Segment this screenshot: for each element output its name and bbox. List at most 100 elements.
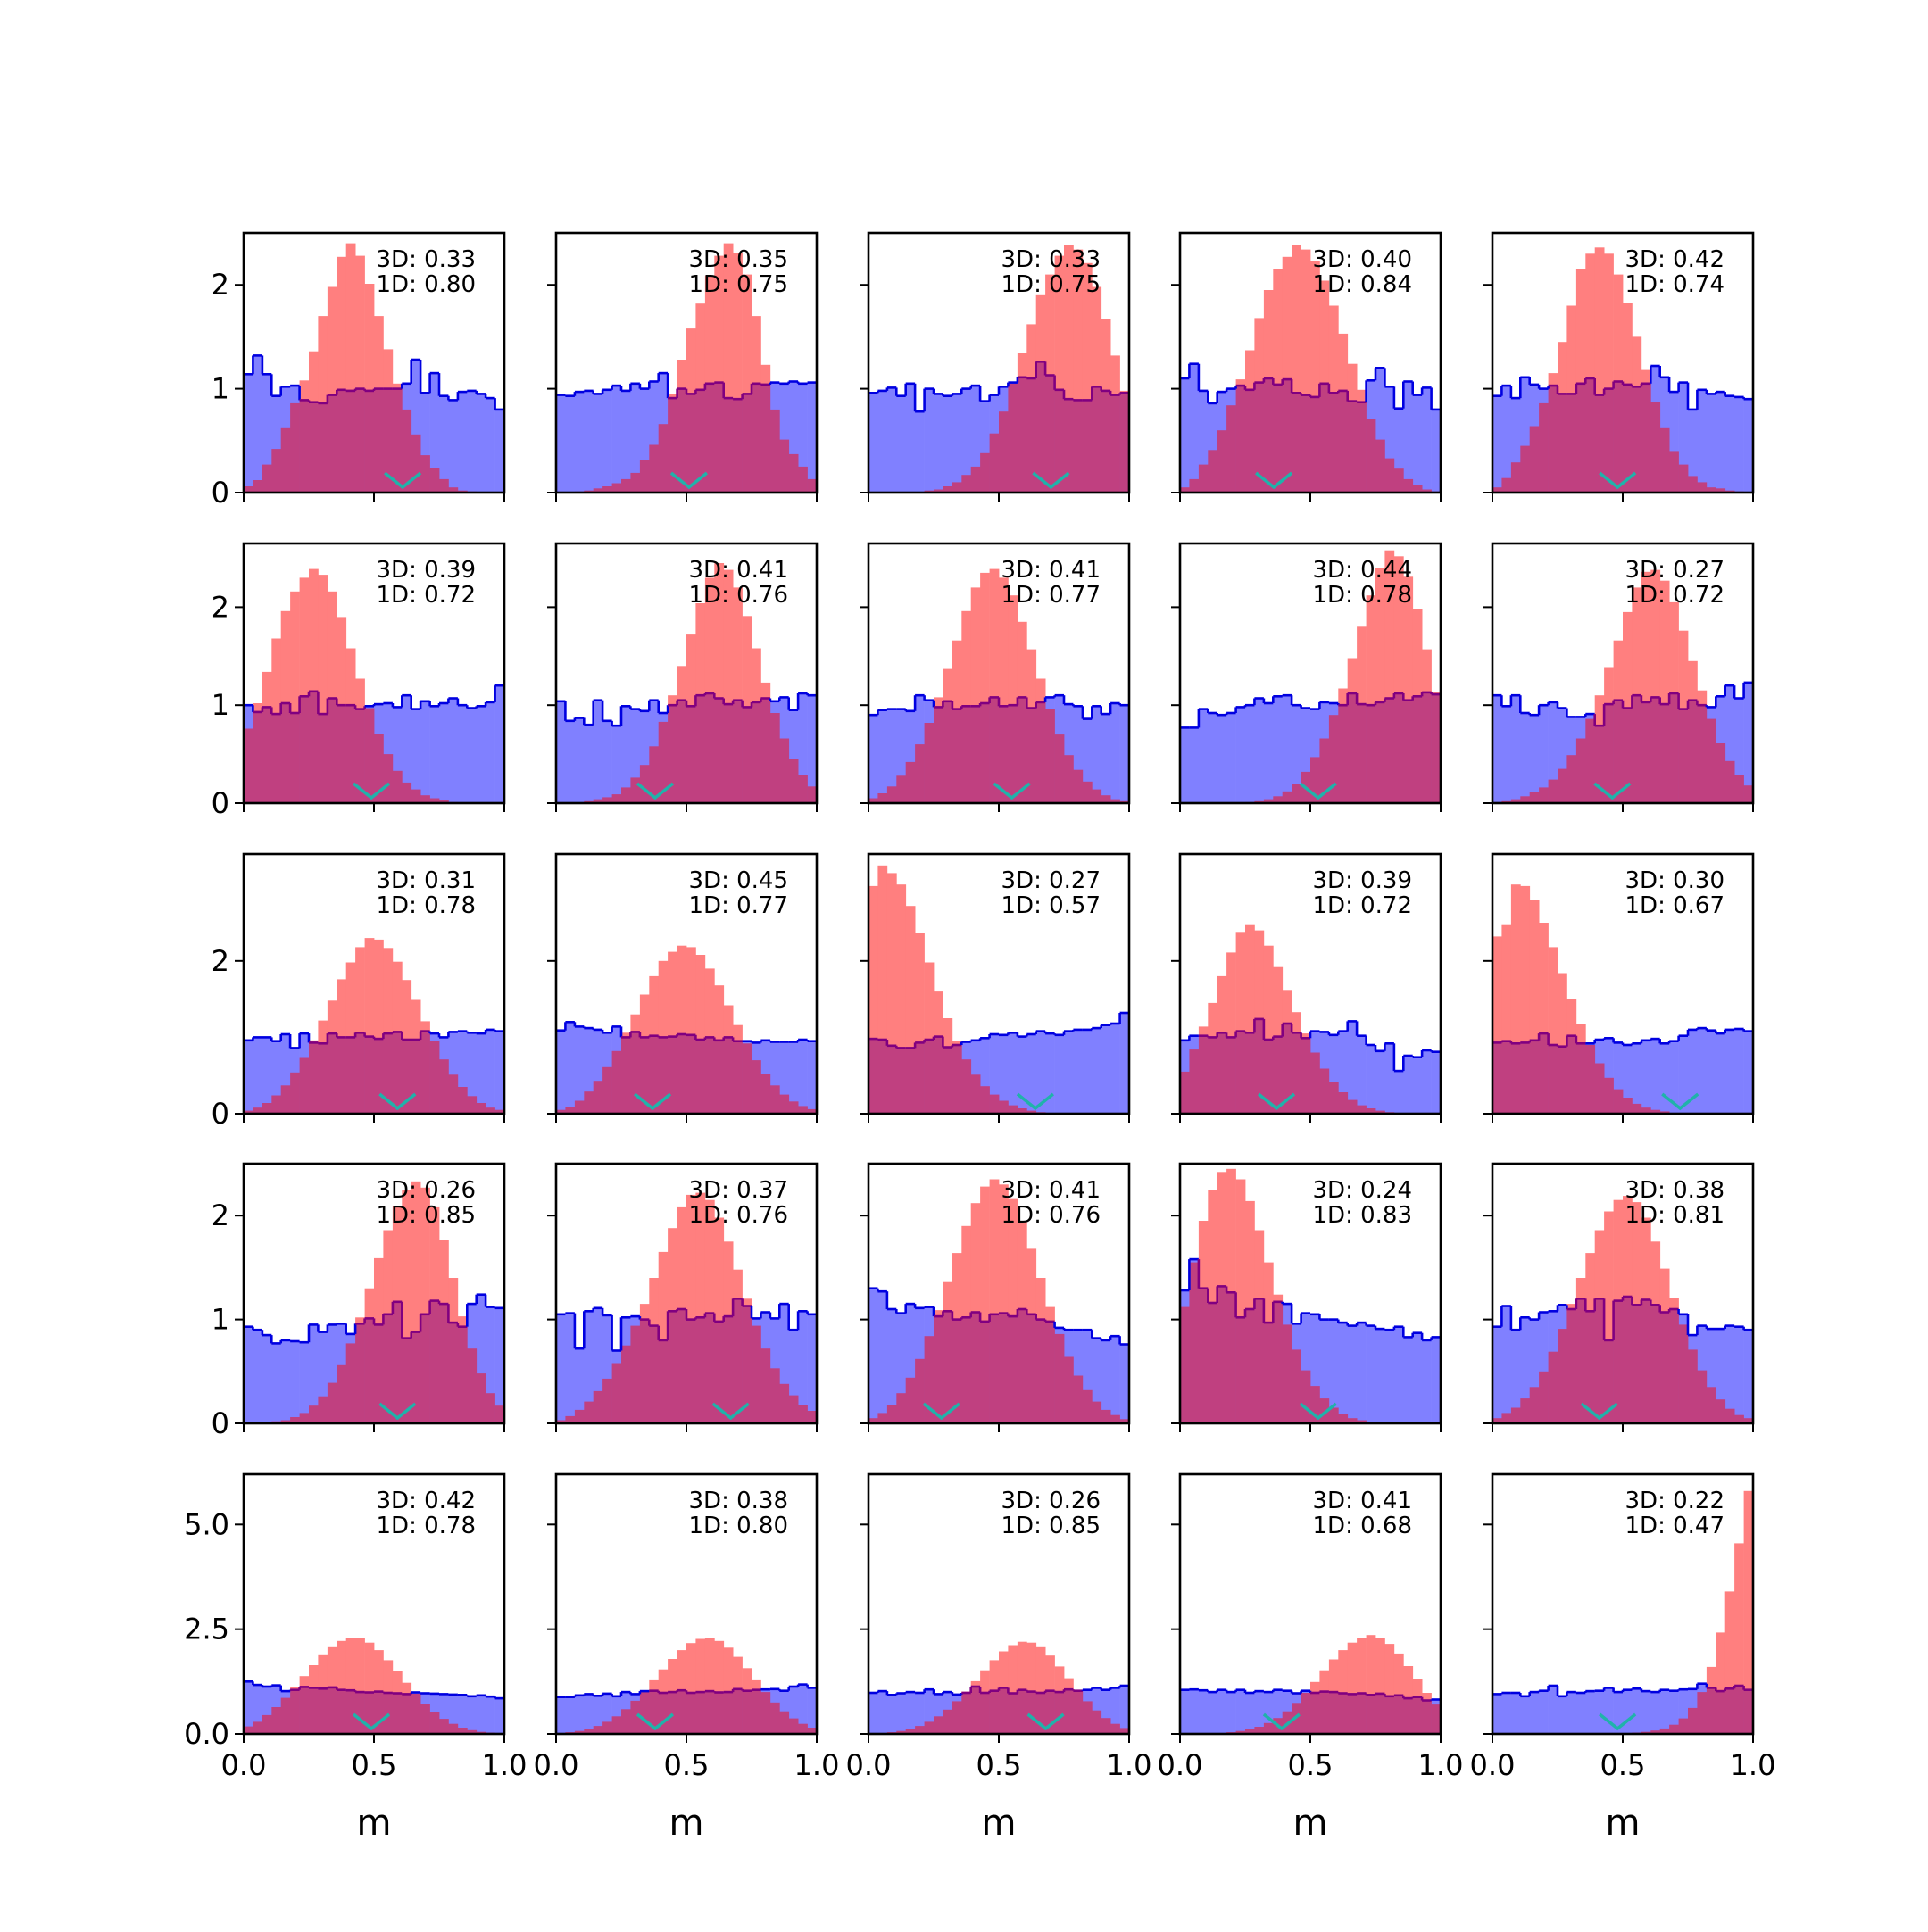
red-bar-overlap	[714, 698, 725, 803]
annotation-text: 3D: 0.42	[377, 1488, 476, 1514]
red-bar-overlap	[1613, 381, 1624, 493]
red-bar-overlap	[280, 427, 291, 493]
blue-bar	[1273, 696, 1284, 803]
marker-icon	[633, 1092, 672, 1111]
annotation-text: 3D: 0.26	[1001, 1488, 1101, 1514]
red-bar-overlap	[593, 1390, 603, 1423]
red-bar-overlap	[714, 382, 725, 493]
red-bar-overlap	[658, 1037, 669, 1114]
red-bar-overlap	[309, 1405, 319, 1423]
red-bar	[1641, 571, 1651, 702]
red-bar	[1273, 269, 1284, 385]
blue-bar	[980, 401, 990, 493]
red-bar-overlap	[1319, 1068, 1330, 1114]
red-bar	[309, 568, 319, 692]
red-bar-overlap	[1310, 1693, 1320, 1734]
red-bar-overlap	[1008, 1105, 1018, 1114]
blue-bar	[1073, 706, 1084, 803]
blue-bar	[1017, 1036, 1027, 1114]
red-bar	[1688, 660, 1698, 701]
red-bar-overlap	[280, 703, 291, 803]
red-bar	[905, 906, 916, 1049]
marker-icon	[384, 471, 422, 490]
blue-bar	[934, 1694, 943, 1734]
blue-bar	[593, 1029, 603, 1114]
red-histogram	[868, 865, 1055, 1114]
red-bar	[1064, 1678, 1074, 1690]
red-bar	[1110, 355, 1120, 395]
red-bar-overlap	[915, 744, 925, 803]
marker-icon	[636, 1712, 675, 1731]
red-bar-overlap	[704, 693, 715, 803]
blue-bar	[798, 1040, 808, 1114]
blue-bar	[1235, 707, 1246, 803]
red-bar-overlap	[1520, 445, 1531, 493]
red-bar-overlap	[1558, 1329, 1567, 1423]
blue-bar	[639, 710, 650, 803]
blue-bar	[1743, 1031, 1754, 1114]
red-bar	[429, 1206, 440, 1301]
x-tick-label: 0.0	[221, 1748, 267, 1782]
blue-bar	[271, 395, 282, 493]
red-bar-overlap	[1292, 784, 1301, 803]
blue-bar	[1198, 1690, 1209, 1734]
red-bar-overlap	[1548, 1351, 1558, 1423]
red-bar	[1092, 286, 1102, 387]
red-bar-overlap	[1328, 1407, 1339, 1423]
x-tick-label: 0.5	[1600, 1748, 1646, 1782]
red-bar-overlap	[486, 1393, 495, 1423]
blue-bar	[494, 1698, 505, 1734]
red-bar-overlap	[1375, 1110, 1385, 1114]
blue-bar	[439, 703, 449, 803]
red-bar-overlap	[905, 1048, 916, 1114]
marker-icon	[1299, 1402, 1337, 1421]
red-bar	[374, 1650, 384, 1692]
blue-bar	[1180, 727, 1190, 803]
red-bar-overlap	[271, 449, 282, 493]
blue-bar	[877, 709, 888, 803]
blue-bar	[1226, 1692, 1236, 1734]
blue-bar	[565, 1313, 576, 1423]
red-bar-overlap	[1017, 1689, 1027, 1734]
red-bar-overlap	[1623, 708, 1633, 803]
red-bar-overlap	[1566, 1035, 1577, 1114]
red-bar	[1575, 1278, 1586, 1299]
red-bar-overlap	[1632, 1305, 1642, 1423]
red-bar	[355, 1638, 365, 1693]
red-bar-overlap	[1026, 1314, 1037, 1423]
blue-bar	[1026, 1034, 1037, 1114]
blue-bar	[1092, 706, 1102, 803]
red-bar-overlap	[1208, 450, 1218, 493]
red-bar-overlap	[742, 707, 752, 803]
blue-bar	[1082, 1330, 1093, 1423]
red-bar	[999, 1651, 1009, 1688]
red-bar	[318, 575, 328, 714]
red-histogram	[1604, 1490, 1754, 1734]
red-bar	[1357, 389, 1367, 402]
red-bar	[1245, 1200, 1255, 1309]
annotation-text: 3D: 0.24	[1313, 1177, 1412, 1204]
blue-bar	[1403, 1337, 1414, 1423]
annotation-text: 3D: 0.26	[377, 1177, 476, 1204]
marker-icon	[1593, 782, 1632, 800]
red-bar	[723, 243, 734, 398]
red-bar-overlap	[723, 1316, 734, 1423]
annotation-text: 3D: 0.37	[689, 1177, 788, 1204]
blue-bar	[1641, 1040, 1651, 1114]
blue-bar	[868, 1693, 878, 1734]
red-histogram	[924, 245, 1130, 493]
red-bar	[686, 1643, 696, 1694]
blue-bar	[886, 1695, 897, 1734]
blue-bar	[989, 1034, 1000, 1114]
red-bar-overlap	[1180, 1071, 1190, 1114]
red-bar-overlap	[457, 1087, 468, 1114]
red-bar	[1678, 630, 1689, 709]
blue-bar	[556, 701, 566, 803]
red-bar	[1659, 1268, 1670, 1313]
red-bar-overlap	[798, 1723, 808, 1734]
x-tick-label: 1.0	[794, 1748, 840, 1782]
annotation-text: 1D: 0.77	[689, 892, 788, 919]
red-bar-overlap	[420, 1031, 430, 1114]
